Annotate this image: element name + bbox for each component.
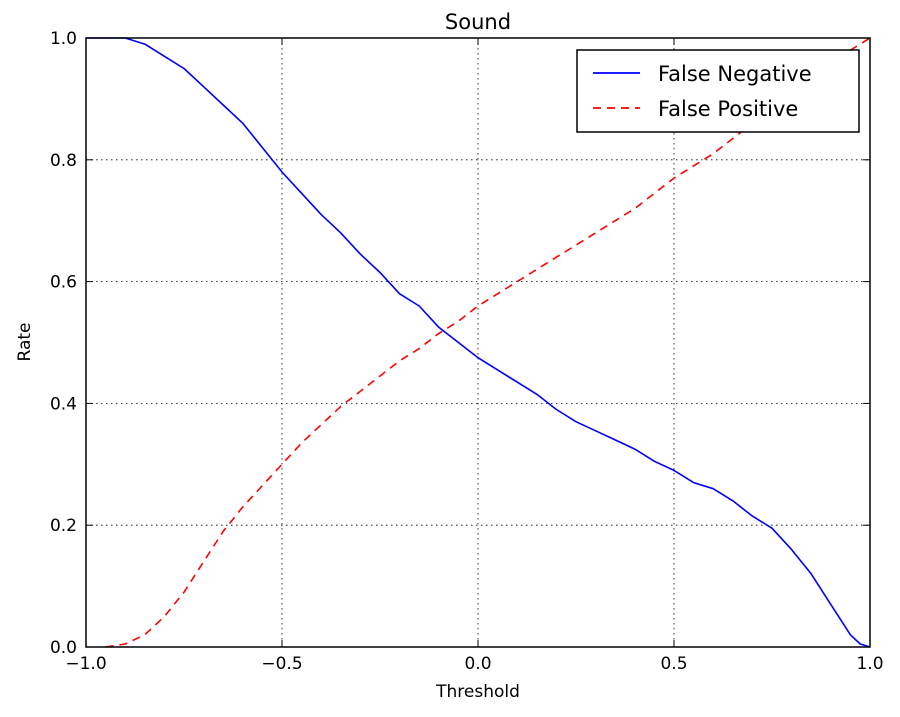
- y-tick-label: 0.0: [50, 638, 77, 658]
- x-tick-label: 0.0: [464, 654, 491, 674]
- y-tick-label: 1.0: [50, 29, 77, 49]
- series-line-false-negative: [86, 37, 871, 648]
- grid-layer: [86, 38, 870, 647]
- legend-label-false-positive: False Positive: [658, 97, 798, 121]
- legend: False Negative False Positive: [576, 49, 860, 133]
- y-tick-label: 0.4: [50, 394, 77, 414]
- x-tick-label: 0.5: [660, 654, 687, 674]
- y-axis-label: Rate: [15, 323, 35, 362]
- x-axis-label: Threshold: [435, 682, 520, 702]
- y-tick-label: 0.6: [50, 273, 77, 293]
- legend-box: [576, 49, 860, 133]
- chart-title: Sound: [445, 10, 511, 34]
- y-tick-label: 0.8: [50, 151, 77, 171]
- y-tick-label: 0.2: [50, 516, 77, 536]
- x-tick-label: 1.0: [856, 654, 883, 674]
- tick-layer: −1.0 −0.5 0.0 0.5 1.0 0.0 0.2 0.4 0.6 0.8 1.0: [50, 29, 884, 674]
- x-tick-label: −1.0: [65, 654, 106, 674]
- legend-label-false-negative: False Negative: [658, 62, 812, 86]
- x-tick-label: −0.5: [261, 654, 302, 674]
